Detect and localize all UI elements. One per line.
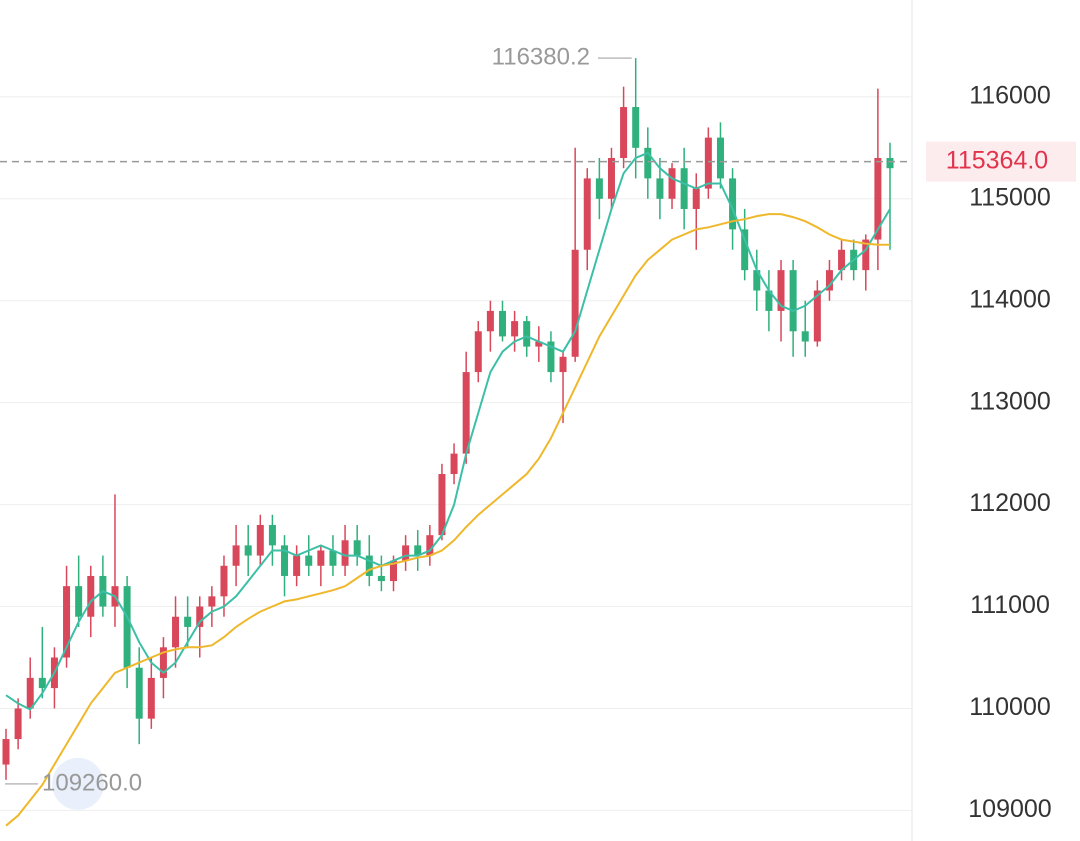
moving-average-line bbox=[5, 213, 890, 827]
last-price-tag bbox=[926, 141, 1076, 182]
candle-body bbox=[862, 239, 870, 271]
moving-average-line bbox=[5, 151, 891, 711]
candle-body bbox=[777, 270, 785, 311]
candle-body bbox=[268, 524, 276, 546]
candle-body bbox=[692, 188, 700, 209]
candle-body bbox=[595, 178, 603, 199]
y-tick-label: 111000 bbox=[970, 591, 1050, 619]
candle-body bbox=[547, 341, 555, 373]
candle-body bbox=[801, 331, 809, 342]
y-tick-label: 110000 bbox=[969, 693, 1051, 721]
candle-body bbox=[680, 168, 688, 209]
candle-body bbox=[390, 560, 398, 582]
candle-body bbox=[377, 575, 385, 582]
candle-body bbox=[607, 158, 615, 199]
candle-body bbox=[450, 453, 458, 475]
last-price-label: 115364.0 bbox=[946, 146, 1048, 174]
candle-body bbox=[632, 107, 640, 148]
y-tick-label: 113000 bbox=[969, 387, 1051, 415]
candle-body bbox=[535, 341, 543, 347]
candle-body bbox=[159, 647, 167, 678]
candle-body bbox=[196, 606, 204, 627]
candle-body bbox=[75, 586, 83, 617]
candle-body bbox=[341, 540, 349, 566]
candle-body bbox=[511, 321, 519, 337]
y-tick-label: 115000 bbox=[969, 183, 1051, 211]
y-tick-label: 109000 bbox=[968, 795, 1051, 823]
candle-body bbox=[172, 616, 180, 648]
candle-body bbox=[256, 524, 264, 556]
candle-body bbox=[244, 545, 252, 556]
candle-body bbox=[874, 158, 882, 240]
candle-body bbox=[789, 270, 797, 332]
candle-body bbox=[147, 677, 155, 719]
candle-body bbox=[402, 545, 410, 561]
candle-body bbox=[765, 290, 773, 311]
candle-body bbox=[426, 535, 434, 556]
candle-body bbox=[620, 107, 628, 159]
candle-body bbox=[741, 229, 749, 271]
candle-body bbox=[523, 321, 531, 347]
candle-body bbox=[123, 586, 131, 668]
candle-body bbox=[644, 147, 652, 179]
candle-body bbox=[281, 545, 289, 576]
candle-body bbox=[438, 474, 446, 536]
candle-body bbox=[886, 158, 894, 169]
y-tick-label: 114000 bbox=[969, 285, 1051, 313]
candle-body bbox=[486, 310, 494, 332]
candle-body bbox=[365, 555, 373, 576]
candle-body bbox=[571, 249, 579, 357]
candle-body bbox=[293, 555, 301, 576]
candle-body bbox=[2, 739, 10, 765]
candle-body bbox=[414, 545, 422, 556]
candle-body bbox=[208, 596, 216, 607]
candle-body bbox=[474, 331, 482, 373]
candle-body bbox=[26, 677, 34, 709]
y-tick-label: 116000 bbox=[969, 81, 1051, 109]
candle-body bbox=[184, 616, 192, 627]
candle-body bbox=[317, 550, 325, 566]
candle-body bbox=[87, 575, 95, 617]
candle-body bbox=[305, 555, 313, 566]
candle-body bbox=[14, 708, 22, 740]
candle-body bbox=[729, 178, 737, 230]
candle-body bbox=[559, 356, 567, 373]
candle-body bbox=[232, 545, 240, 566]
candle-body bbox=[716, 137, 724, 179]
high-label: 116380.2 bbox=[492, 43, 590, 70]
low-label: 109260.0 bbox=[42, 769, 142, 796]
candle-body bbox=[498, 310, 506, 337]
candle-body bbox=[704, 137, 712, 189]
candle-body bbox=[825, 270, 833, 291]
candle-body bbox=[813, 290, 821, 342]
candle-body bbox=[220, 565, 228, 597]
candle-body bbox=[63, 586, 71, 658]
candle-body bbox=[753, 270, 761, 291]
candle-body bbox=[329, 550, 337, 566]
watermark-icon bbox=[52, 757, 104, 810]
candle-body bbox=[38, 677, 46, 689]
candle-body bbox=[462, 372, 470, 454]
candle-body bbox=[656, 178, 664, 199]
candle-body bbox=[353, 540, 361, 556]
candle-body bbox=[135, 667, 143, 719]
candle-body bbox=[668, 168, 676, 199]
candle-body bbox=[583, 178, 591, 250]
y-tick-label: 112000 bbox=[969, 489, 1051, 517]
candle-body bbox=[838, 249, 846, 271]
